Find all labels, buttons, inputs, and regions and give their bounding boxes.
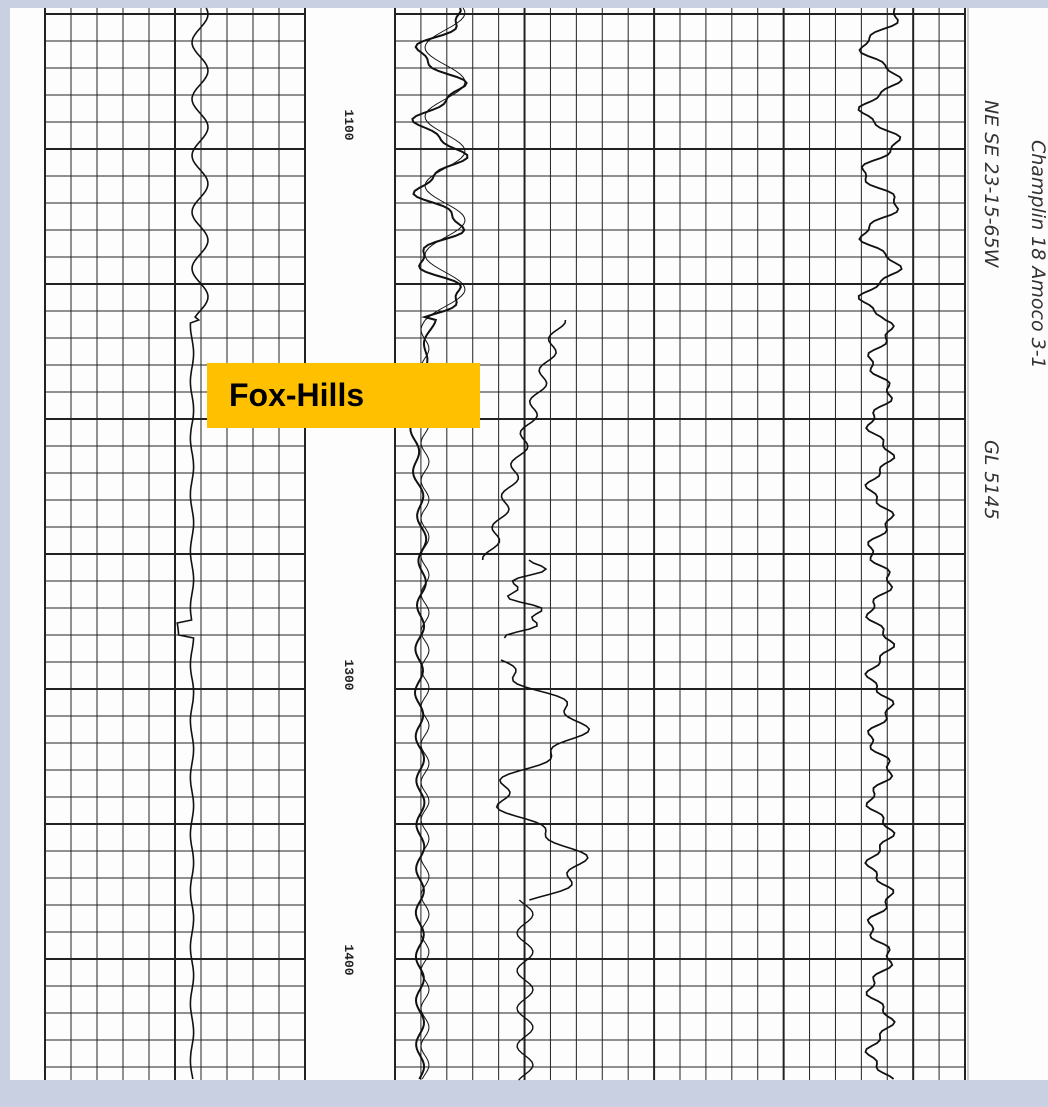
formation-label: Fox-Hills: [207, 363, 480, 428]
header-note: Champlin 18 Amoco 3-1: [1027, 140, 1048, 369]
depth-label: 1100: [341, 109, 356, 140]
log-paper: [10, 8, 1048, 1080]
header-note: NE SE 23-15-65W: [980, 100, 1002, 269]
well-log: 1100 1300 1400 Champlin 18 Amoco 3-1 NE …: [0, 0, 1048, 1107]
well-log-screen: 1100 1300 1400 Champlin 18 Amoco 3-1 NE …: [0, 0, 1048, 1107]
header-note: GL 5145: [980, 440, 1002, 520]
depth-label: 1300: [341, 659, 356, 690]
depth-label: 1400: [341, 944, 356, 975]
